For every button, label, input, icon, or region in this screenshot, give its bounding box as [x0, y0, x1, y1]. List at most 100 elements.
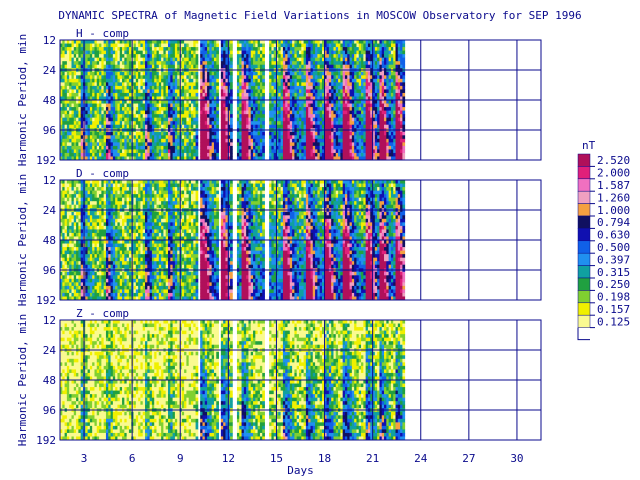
spectral-cell	[340, 89, 344, 94]
spectral-cell	[315, 75, 318, 80]
spectral-cell	[340, 64, 344, 69]
spectral-cell	[393, 64, 396, 69]
spectral-cell	[66, 78, 70, 83]
spectral-cell	[239, 82, 242, 87]
spectral-cell	[200, 152, 203, 157]
spectral-cell	[321, 43, 325, 48]
spectral-cell	[282, 92, 286, 97]
spectral-cell	[154, 89, 157, 94]
spectral-cell	[71, 114, 75, 119]
spectral-cell	[179, 40, 183, 44]
spectral-cell	[62, 190, 65, 195]
spectral-cell	[147, 47, 151, 51]
spectral-cell	[170, 149, 174, 154]
spectral-cell	[117, 75, 121, 80]
spectral-cell	[338, 47, 341, 51]
spectral-cell	[92, 47, 95, 51]
spectral-cell	[69, 96, 72, 101]
spectral-cell	[69, 89, 72, 94]
spectral-cell	[305, 142, 309, 147]
spectral-cell	[354, 82, 357, 87]
spectral-cell	[122, 43, 125, 48]
spectral-cell	[386, 82, 390, 87]
spectral-cell	[60, 229, 63, 234]
spectral-cell	[115, 75, 118, 80]
spectral-cell	[241, 107, 245, 111]
spectral-cell	[381, 57, 385, 62]
spectral-cell	[367, 43, 371, 48]
spectral-cell	[174, 92, 178, 97]
spectral-cell	[257, 47, 261, 51]
spectral-cell	[80, 152, 84, 157]
spectral-cell	[384, 82, 387, 87]
spectral-cell	[165, 61, 169, 66]
spectral-cell	[213, 43, 217, 48]
spectral-cell	[103, 110, 107, 115]
spectral-cell	[363, 64, 367, 69]
spectral-cell	[324, 103, 327, 108]
spectral-cell	[110, 92, 114, 97]
spectral-cell	[115, 82, 118, 87]
spectral-cell	[209, 145, 213, 150]
spectral-cell	[223, 96, 226, 101]
spectral-cell	[105, 103, 109, 108]
spectral-cell	[289, 61, 293, 66]
spectral-cell	[69, 124, 72, 129]
spectral-cell	[347, 82, 350, 87]
spectral-cell	[239, 64, 242, 69]
spectral-cell	[99, 152, 102, 157]
spectral-cell	[190, 71, 194, 76]
spectral-cell	[89, 75, 93, 80]
spectral-cell	[397, 131, 401, 136]
spectral-cell	[60, 261, 63, 266]
spectral-cell	[128, 152, 132, 157]
spectral-cell	[69, 135, 72, 140]
spectral-cell	[301, 75, 304, 80]
spectral-cell	[273, 103, 277, 108]
spectral-cell	[315, 117, 318, 122]
spectral-cell	[308, 92, 311, 97]
spectral-cell	[292, 142, 295, 147]
spectral-cell	[225, 103, 229, 108]
spectral-cell	[377, 43, 380, 48]
spectral-cell	[225, 152, 229, 157]
spectral-cell	[190, 152, 194, 157]
spectral-cell	[358, 138, 362, 143]
spectral-cell	[122, 89, 125, 94]
spectral-cell	[321, 114, 325, 119]
spectral-cell	[354, 107, 357, 111]
spectral-cell	[381, 92, 385, 97]
spectral-cell	[312, 114, 316, 119]
spectral-cell	[273, 54, 277, 59]
spectral-cell	[363, 89, 367, 94]
spectral-cell	[338, 54, 341, 59]
spectral-cell	[66, 96, 70, 101]
spectral-cell	[135, 89, 139, 94]
spectral-cell	[377, 40, 380, 44]
spectral-cell	[223, 156, 226, 161]
spectral-cell	[227, 103, 231, 108]
spectral-cell	[287, 57, 291, 62]
spectral-cell	[269, 107, 272, 111]
spectral-cell	[269, 78, 272, 83]
spectral-cell	[60, 135, 63, 140]
spectral-cell	[170, 107, 174, 111]
spectral-cell	[340, 82, 344, 87]
spectral-cell	[390, 103, 394, 108]
spectral-cell	[236, 135, 240, 140]
spectral-cell	[312, 47, 316, 51]
spectral-cell	[349, 138, 353, 143]
spectral-cell	[296, 89, 300, 94]
spectral-cell	[188, 89, 192, 94]
spectral-cell	[165, 121, 169, 126]
spectral-cell	[333, 92, 337, 97]
spectral-cell	[135, 145, 139, 150]
spectral-cell	[253, 117, 256, 122]
spectral-cell	[379, 100, 383, 104]
spectral-cell	[248, 92, 252, 97]
spectral-cell	[193, 43, 196, 48]
spectral-cell	[193, 100, 196, 104]
spectral-cell	[66, 71, 70, 76]
spectral-cell	[379, 152, 383, 157]
spectral-cell	[367, 142, 371, 147]
